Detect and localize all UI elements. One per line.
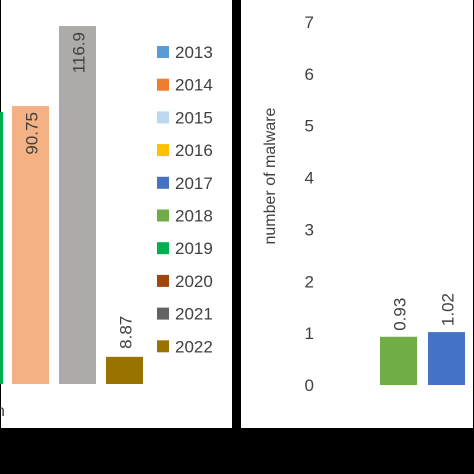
legend-label-2016: 2016 — [175, 141, 213, 160]
legend-swatch-2022 — [157, 340, 169, 353]
y-tick-0: 0 — [305, 376, 314, 395]
legend-swatch-2015 — [157, 111, 169, 124]
y-tick-4: 4 — [305, 169, 314, 188]
bottom-border-band — [0, 428, 474, 474]
legend-label-2013: 2013 — [175, 43, 213, 62]
legend-label-2020: 2020 — [175, 272, 213, 291]
y-tick-2: 2 — [305, 272, 314, 291]
legend-label-2022: 2022 — [175, 337, 213, 356]
panel-divider — [232, 0, 241, 428]
legend-swatch-2014 — [157, 78, 169, 91]
y-tick-3: 3 — [305, 220, 314, 239]
legend-swatch-2013 — [157, 46, 169, 58]
data-label-2014: 90.75 — [23, 112, 42, 155]
bar-2019 — [0, 112, 3, 384]
y-tick-6: 6 — [305, 65, 314, 84]
left-chart: 90.75 116.9 8.87 n — [0, 26, 143, 420]
legend-label-2014: 2014 — [175, 76, 213, 95]
legend-swatch-2016 — [157, 144, 169, 157]
bar-2022 — [106, 356, 143, 384]
data-label-2017: 1.02 — [439, 293, 458, 326]
legend: 2013 2014 2015 2016 2017 2018 2019 2020 2021 2022 — [157, 43, 213, 356]
y-axis-label: number of malware — [262, 107, 279, 244]
bar-2014 — [12, 106, 49, 384]
bar-2021 — [59, 26, 96, 384]
legend-swatch-2019 — [157, 242, 169, 255]
y-tick-1: 1 — [305, 324, 314, 343]
bar-2017 — [428, 332, 465, 385]
bar-2018 — [380, 336, 417, 385]
x-axis-label-fragment: n — [0, 403, 5, 420]
right-chart: 0 1 2 3 4 5 6 7 number of malware 0.93 1.02 — [262, 13, 465, 395]
legend-swatch-2017 — [157, 176, 169, 189]
legend-label-2019: 2019 — [175, 239, 213, 258]
y-tick-7: 7 — [305, 13, 314, 32]
legend-swatch-2018 — [157, 209, 169, 222]
legend-label-2018: 2018 — [175, 207, 213, 226]
data-label-2018: 0.93 — [391, 298, 410, 331]
legend-label-2017: 2017 — [175, 174, 213, 193]
legend-swatch-2021 — [157, 307, 169, 320]
legend-label-2015: 2015 — [175, 108, 213, 127]
legend-label-2021: 2021 — [175, 305, 213, 324]
legend-swatch-2020 — [157, 274, 169, 287]
y-tick-5: 5 — [305, 117, 314, 136]
data-label-2021: 116.9 — [70, 32, 89, 73]
data-label-2022: 8.87 — [117, 316, 136, 349]
